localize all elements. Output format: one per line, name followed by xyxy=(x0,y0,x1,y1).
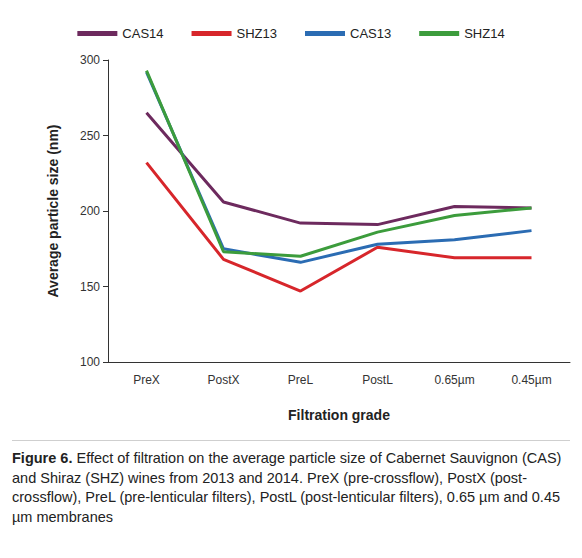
svg-text:SHZ13: SHZ13 xyxy=(237,26,277,41)
svg-text:PostL: PostL xyxy=(362,373,393,387)
html-text:Figure 6. Effect of filtration: Figure 6. Effect of filtration on the av… xyxy=(12,450,562,525)
svg-text:0.45µm: 0.45µm xyxy=(511,373,551,387)
svg-text:100: 100 xyxy=(80,355,100,369)
svg-text:200: 200 xyxy=(80,204,100,218)
svg-text:CAS14: CAS14 xyxy=(122,26,163,41)
svg-text:SHZ14: SHZ14 xyxy=(464,26,504,41)
svg-text:150: 150 xyxy=(80,280,100,294)
svg-text:PreL: PreL xyxy=(288,373,314,387)
svg-text:Filtration grade: Filtration grade xyxy=(288,407,390,423)
svg-text:250: 250 xyxy=(80,129,100,143)
svg-text:CAS13: CAS13 xyxy=(350,26,391,41)
svg-text:PostX: PostX xyxy=(207,373,239,387)
svg-text:PreX: PreX xyxy=(133,373,160,387)
svg-text:Average particle size (nm): Average particle size (nm) xyxy=(45,125,61,298)
svg-text:300: 300 xyxy=(80,53,100,67)
svg-text:0.65µm: 0.65µm xyxy=(434,373,474,387)
